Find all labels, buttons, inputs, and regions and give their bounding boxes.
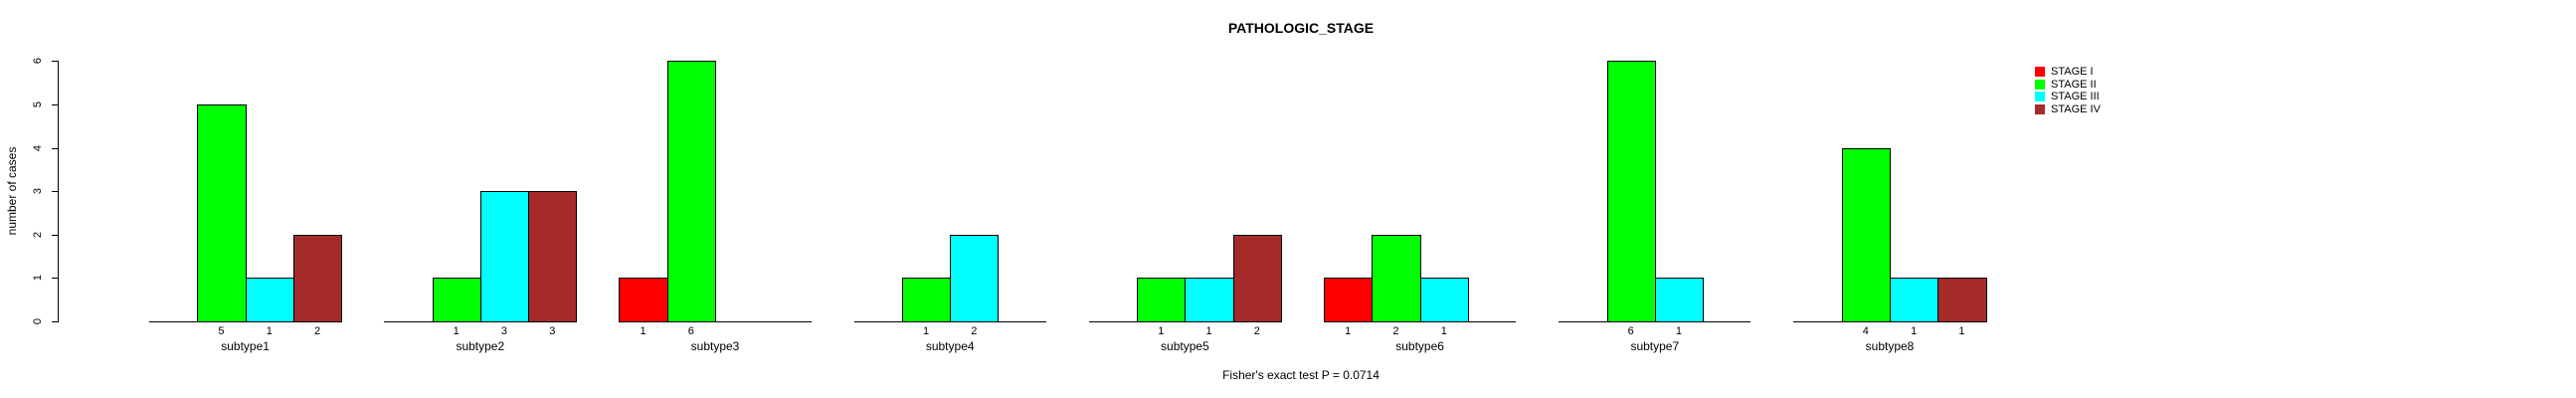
y-tick-label: 2 xyxy=(32,231,44,238)
y-tick-label: 5 xyxy=(32,100,44,108)
bar-count-label: 1 xyxy=(640,325,646,337)
bar-stage-ii xyxy=(1372,234,1421,322)
bar-stage-iii xyxy=(1654,278,1705,322)
bar-count-label: 1 xyxy=(922,325,930,337)
y-axis-title: number of cases xyxy=(5,146,19,236)
y-tick-label: 3 xyxy=(32,188,44,195)
legend-label: STAGE IV xyxy=(2051,103,2101,116)
fisher-test-caption: Fisher's exact test P = 0.0714 xyxy=(1222,368,1380,382)
group-label-subtype1: subtype1 xyxy=(221,339,270,353)
bar-count-label: 1 xyxy=(266,325,273,337)
bar-stage-iv xyxy=(1232,234,1282,322)
bar-count-label: 5 xyxy=(218,325,225,337)
y-tick xyxy=(51,61,58,63)
y-tick-label: 1 xyxy=(32,275,44,282)
bar-stage-iv xyxy=(292,234,343,322)
y-tick-label: 6 xyxy=(32,58,44,65)
bar-stage-ii xyxy=(666,61,716,322)
bar-stage-iii xyxy=(1185,278,1234,322)
bar-stage-ii xyxy=(901,278,952,322)
bar-stage-iii xyxy=(1419,278,1469,322)
bar-stage-i xyxy=(619,278,668,322)
group-label-subtype6: subtype6 xyxy=(1395,339,1444,353)
y-tick xyxy=(51,104,58,105)
bar-stage-iii xyxy=(950,234,1000,322)
y-tick xyxy=(51,147,58,149)
bar-stage-iv xyxy=(1937,278,1987,322)
bar-count-label: 1 xyxy=(1675,325,1682,337)
bar-count-label: 2 xyxy=(1253,325,1260,337)
bar-count-label: 1 xyxy=(453,325,460,337)
legend-swatch-stage-i xyxy=(2035,67,2045,77)
bar-count-label: 2 xyxy=(1392,325,1399,337)
bar-stage-ii xyxy=(432,278,481,322)
bar-count-label: 1 xyxy=(1958,325,1965,337)
bar-stage-iii xyxy=(479,191,530,322)
group-label-subtype7: subtype7 xyxy=(1630,339,1680,353)
bar-count-label: 1 xyxy=(1158,325,1165,337)
legend-label: STAGE II xyxy=(2051,78,2097,91)
y-tick xyxy=(51,278,58,280)
bar-stage-ii xyxy=(1137,278,1187,322)
y-tick xyxy=(51,191,58,193)
bar-count-label: 3 xyxy=(500,325,507,337)
legend-label: STAGE III xyxy=(2051,91,2100,103)
bar-count-label: 6 xyxy=(1627,325,1634,337)
group-label-subtype4: subtype4 xyxy=(925,339,975,353)
bar-stage-iii xyxy=(245,278,294,322)
bar-stage-iii xyxy=(1890,278,1939,322)
bar-count-label: 3 xyxy=(549,325,556,337)
y-tick-label: 4 xyxy=(32,144,44,151)
bar-count-label: 6 xyxy=(687,325,694,337)
legend-swatch-stage-iv xyxy=(2035,104,2045,115)
legend-label: STAGE I xyxy=(2051,66,2094,78)
group-label-subtype5: subtype5 xyxy=(1161,339,1209,353)
legend-swatch-stage-iii xyxy=(2035,92,2045,102)
bar-count-label: 1 xyxy=(1440,325,1447,337)
legend-swatch-stage-ii xyxy=(2035,79,2045,90)
y-tick xyxy=(51,321,58,322)
bar-count-label: 2 xyxy=(971,325,978,337)
bar-count-label: 1 xyxy=(1911,325,1918,337)
group-label-subtype8: subtype8 xyxy=(1865,339,1915,353)
bar-count-label: 2 xyxy=(313,325,321,337)
bar-count-label: 1 xyxy=(1205,325,1212,337)
y-tick xyxy=(51,234,58,236)
bar-stage-ii xyxy=(1606,61,1656,322)
group-label-subtype2: subtype2 xyxy=(456,339,505,353)
bar-stage-iv xyxy=(528,191,578,322)
bar-stage-i xyxy=(1324,278,1374,322)
bar-count-label: 1 xyxy=(1345,325,1352,337)
bar-stage-ii xyxy=(197,104,247,322)
y-axis-line xyxy=(57,61,59,322)
bar-stage-ii xyxy=(1841,147,1891,322)
bar-count-label: 4 xyxy=(1862,325,1869,337)
group-label-subtype3: subtype3 xyxy=(690,339,740,353)
chart-title: PATHOLOGIC_STAGE xyxy=(1227,20,1375,36)
y-tick-label: 0 xyxy=(32,317,44,325)
